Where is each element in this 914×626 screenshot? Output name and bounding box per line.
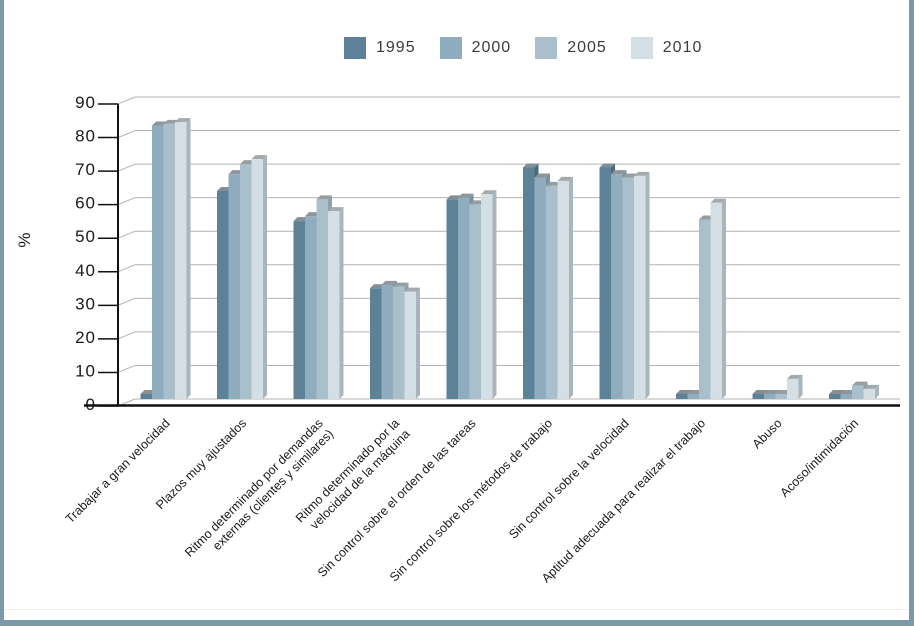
legend-label-1995: 1995 bbox=[376, 39, 416, 56]
svg-text:10: 10 bbox=[75, 361, 96, 380]
svg-text:90: 90 bbox=[75, 93, 96, 112]
svg-text:60: 60 bbox=[75, 194, 96, 213]
legend-item-1995: 1995 bbox=[344, 37, 416, 59]
legend-swatch-2010-icon bbox=[630, 37, 653, 59]
svg-text:Aptitud adecuada para realizar: Aptitud adecuada para realizar el trabaj… bbox=[539, 416, 708, 585]
legend-swatch-2005-icon bbox=[535, 37, 558, 59]
window-border-left bbox=[0, 0, 4, 626]
window-border-bottom bbox=[0, 620, 914, 626]
chart-legend: 1995 2000 2005 2010 bbox=[344, 37, 702, 59]
legend-label-2010: 2010 bbox=[662, 39, 703, 56]
svg-text:Acoso/intimidación: Acoso/intimidación bbox=[778, 416, 862, 500]
legend-item-2010: 2010 bbox=[630, 37, 703, 59]
svg-text:40: 40 bbox=[75, 261, 96, 280]
svg-text:Ritmo determinado por demandas: Ritmo determinado por demandasexternas (… bbox=[182, 416, 336, 570]
svg-text:80: 80 bbox=[75, 127, 96, 146]
svg-text:30: 30 bbox=[75, 294, 96, 313]
footer-divider bbox=[4, 609, 909, 610]
window-border-right bbox=[909, 0, 914, 626]
svg-text:Trabajar a gran velocidad: Trabajar a gran velocidad bbox=[63, 416, 173, 526]
svg-text:70: 70 bbox=[75, 160, 96, 179]
legend-swatch-1995-icon bbox=[344, 37, 366, 59]
svg-text:50: 50 bbox=[75, 227, 96, 246]
svg-text:Sin control sobre los métodos: Sin control sobre los métodos de trabajo bbox=[387, 416, 555, 584]
legend-label-2000: 2000 bbox=[471, 39, 512, 56]
legend-item-2000: 2000 bbox=[439, 37, 512, 59]
legend-swatch-2000-icon bbox=[439, 37, 462, 59]
legend-item-2005: 2005 bbox=[535, 37, 607, 59]
legend-label-2005: 2005 bbox=[567, 39, 607, 56]
svg-text:Abuso: Abuso bbox=[750, 416, 785, 451]
svg-text:20: 20 bbox=[75, 328, 96, 347]
svg-text:%: % bbox=[15, 232, 34, 247]
